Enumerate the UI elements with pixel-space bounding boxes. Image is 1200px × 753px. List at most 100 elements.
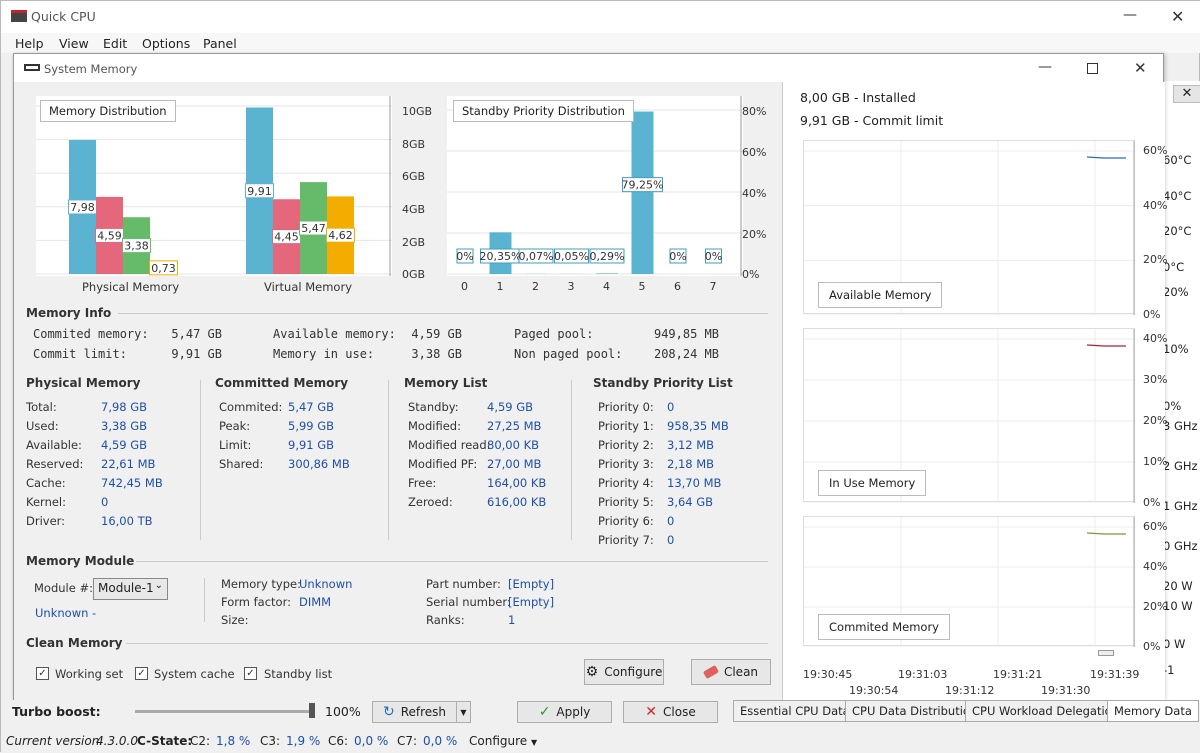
- standby-list-row-label: Priority 7:: [598, 533, 654, 547]
- paged-pool-value: 949,85 MB: [629, 327, 719, 341]
- close-button[interactable]: ✕ Close: [623, 701, 718, 723]
- c3-value: 1,9 %: [286, 734, 320, 748]
- graph-legend: In Use Memory: [818, 470, 926, 496]
- graph-axis-label: 40%: [1143, 199, 1167, 212]
- commit-limit-text: 9,91 GB - Commit limit: [800, 113, 943, 128]
- x-icon: ✕: [645, 704, 657, 720]
- physical-memory-row-label: Total:: [26, 400, 57, 414]
- standby-list-row-label: Priority 2:: [598, 438, 654, 452]
- physical-memory-row-value: 22,61 MB: [101, 457, 155, 471]
- memory-module-title: Memory Module: [26, 554, 134, 568]
- memory-module-divider: [136, 561, 768, 562]
- physical-memory-xlabel: Physical Memory: [82, 280, 179, 294]
- time-bottom-2: 19:31:30: [1041, 684, 1090, 697]
- close-label: Close: [663, 705, 696, 719]
- standby-xtick: 7: [710, 280, 717, 293]
- memory-list-row-value: 80,00 KB: [487, 438, 539, 452]
- standby-list-row-label: Priority 5:: [598, 495, 654, 509]
- memory-list-row-value: 616,00 KB: [487, 495, 546, 509]
- configure-menu-label: Configure: [469, 734, 527, 748]
- configure-menu[interactable]: Configure ▼: [469, 734, 537, 748]
- graph-axis-label: 40%: [1143, 332, 1167, 345]
- form-factor-label: Form factor:: [221, 595, 291, 609]
- physical-memory-row-value: 742,45 MB: [101, 476, 163, 490]
- child-maximize-icon[interactable]: [1087, 63, 1098, 74]
- module-number-label: Module #:: [34, 581, 93, 595]
- ranks-value: 1: [508, 613, 515, 627]
- memory-bar-label: 4,59: [97, 229, 122, 242]
- c6-label: C6:: [328, 734, 348, 748]
- child-close-icon[interactable]: ✕: [1134, 59, 1147, 77]
- turbo-slider-thumb[interactable]: [309, 703, 315, 718]
- turbo-slider-track[interactable]: [135, 710, 313, 713]
- standby-list-row-value: 958,35 MB: [667, 419, 729, 433]
- title-bar: Quick CPU — ✕: [1, 1, 1200, 33]
- standby-xtick: 1: [497, 280, 504, 293]
- tab-essential-cpu-data[interactable]: Essential CPU Data: [733, 700, 857, 722]
- graph-axis-label: 30%: [1143, 373, 1167, 386]
- graph-axis-label: 60%: [1143, 520, 1167, 533]
- graph-scrollbar[interactable]: [1098, 650, 1114, 656]
- standby-bar: [632, 112, 654, 274]
- menu-help[interactable]: Help: [15, 36, 44, 51]
- standby-xtick: 4: [603, 280, 610, 293]
- available-memory-value: 4,59 GB: [394, 327, 462, 341]
- tab-cpu-data-distribution[interactable]: CPU Data Distribution: [845, 700, 984, 722]
- menu-options[interactable]: Options: [142, 36, 190, 51]
- child-minimize-icon[interactable]: —: [1038, 59, 1052, 75]
- serial-number-value: [Empty]: [508, 595, 554, 609]
- physical-memory-row-label: Driver:: [26, 514, 65, 528]
- standby-xtick: 6: [674, 280, 681, 293]
- apply-button[interactable]: ✓ Apply: [517, 701, 612, 723]
- module-select[interactable]: Module-1 ⌄: [93, 578, 168, 600]
- tab-memory-data[interactable]: Memory Data: [1107, 700, 1199, 722]
- minimize-icon[interactable]: —: [1123, 7, 1137, 23]
- working-set-checkbox[interactable]: ✓: [36, 667, 49, 680]
- configure-button[interactable]: ⚙ Configure: [584, 659, 664, 685]
- memory-list-row-label: Modified PF:: [408, 457, 477, 471]
- non-paged-pool-value: 208,24 MB: [629, 347, 719, 361]
- memory-bar-label: 7,98: [70, 201, 95, 214]
- graph-axis-label: 0%: [1143, 496, 1160, 509]
- standby-list-row-label: Priority 4:: [598, 476, 654, 490]
- time-top-3: 19:31:39: [1090, 668, 1139, 681]
- memory-in-use-value: 3,38 GB: [394, 347, 462, 361]
- menu-panel[interactable]: Panel: [203, 36, 237, 51]
- c7-value: 0,0 %: [423, 734, 457, 748]
- standby-bar-label: 20,35%: [480, 250, 522, 263]
- graph-axis-label: 60%: [1143, 144, 1167, 157]
- standby-list-checkbox[interactable]: ✓: [244, 667, 257, 680]
- standby-list-row-value: 0: [667, 400, 674, 414]
- menu-edit[interactable]: Edit: [103, 36, 127, 51]
- graph-axis-label: 0%: [1143, 308, 1160, 321]
- clean-button[interactable]: Clean: [691, 659, 771, 685]
- refresh-button[interactable]: ↻ Refresh: [372, 701, 457, 723]
- bg-w-0: 0 W: [1163, 637, 1185, 651]
- c2-label: C2:: [190, 734, 210, 748]
- committed-memory-row-label: Peak:: [219, 419, 250, 433]
- eraser-icon: [703, 665, 719, 679]
- refresh-dropdown-button[interactable]: ▼: [456, 701, 471, 723]
- standby-distribution-svg: 0%20,35%0,07%0,05%0,29%79,25%0%0%: [447, 96, 743, 276]
- c3-label: C3:: [260, 734, 280, 748]
- physical-memory-row-label: Cache:: [26, 476, 66, 490]
- menu-view[interactable]: View: [59, 36, 89, 51]
- virtual-memory-xlabel: Virtual Memory: [264, 280, 352, 294]
- close-window-icon[interactable]: ✕: [1171, 7, 1184, 26]
- committed-memory-row-label: Limit:: [219, 438, 251, 452]
- system-cache-checkbox[interactable]: ✓: [135, 667, 148, 680]
- time-top-2: 19:31:21: [993, 668, 1042, 681]
- bg-close-icon[interactable]: ✕: [1173, 85, 1200, 103]
- memory-distribution-svg: 7,984,593,380,739,914,455,474,62: [36, 96, 392, 276]
- commited-memory-label: Commited memory:: [33, 327, 149, 341]
- standby-distribution-chart: 0%20,35%0,07%0,05%0,29%79,25%0%0% Standb…: [447, 96, 743, 276]
- graph-series-line: [1087, 345, 1126, 346]
- standby-list-row-value: 2,18 MB: [667, 457, 714, 471]
- tab-cpu-workload-delegation[interactable]: CPU Workload Delegation: [965, 700, 1126, 722]
- physical-memory-row-value: 0: [101, 495, 108, 509]
- col-divider-2: [388, 380, 389, 540]
- bg-w-20: 20 W: [1163, 579, 1193, 593]
- turbo-value: 100%: [325, 704, 361, 719]
- memory-list-row-label: Standby:: [408, 400, 459, 414]
- standby-list-row-value: 0: [667, 533, 674, 547]
